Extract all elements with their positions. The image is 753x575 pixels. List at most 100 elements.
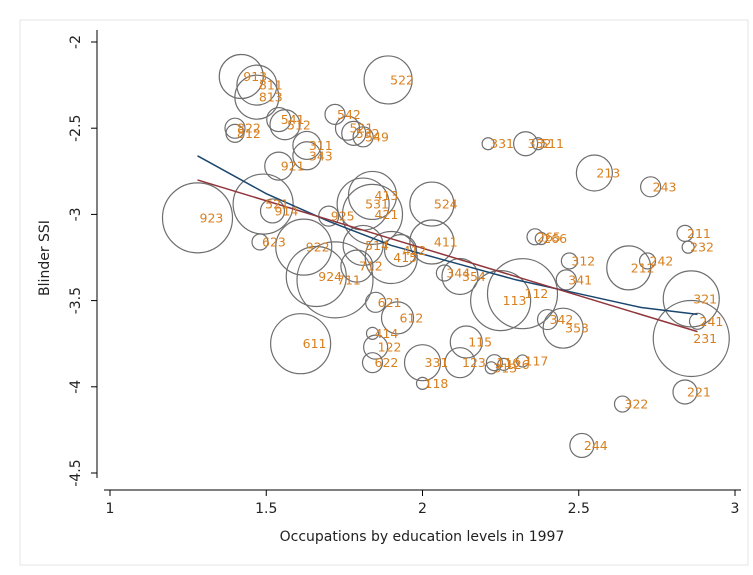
point-label: 522	[390, 72, 414, 87]
point-label: 521	[265, 197, 289, 212]
bubble	[275, 218, 333, 276]
bubble	[341, 120, 367, 146]
point-label: 622	[375, 355, 399, 370]
bubble	[365, 326, 380, 340]
bubble	[688, 312, 707, 330]
x-tick-label: 1.5	[255, 501, 277, 517]
bubble	[449, 325, 483, 359]
fit-line	[197, 179, 698, 333]
point-label: 712	[359, 259, 383, 274]
bubble	[485, 354, 503, 372]
point-label: 621	[378, 295, 402, 310]
point-label: 331	[425, 355, 449, 370]
bubble	[526, 228, 544, 246]
point-label: 313	[493, 360, 517, 375]
bubble	[361, 352, 384, 374]
point-label: 914	[275, 203, 299, 218]
bubble	[638, 252, 657, 270]
bubble	[270, 313, 332, 375]
bubble	[409, 219, 455, 265]
point-label: 352	[528, 136, 552, 151]
x-tick-label: 1	[106, 501, 115, 517]
point-label: 413	[375, 188, 399, 203]
point-label: 612	[400, 310, 424, 325]
point-label: 611	[303, 336, 327, 351]
point-label: 242	[650, 253, 674, 268]
point-label: 117	[525, 353, 549, 368]
bubble	[484, 361, 498, 375]
bubble	[672, 379, 698, 405]
bubble	[569, 432, 595, 459]
point-label: 231	[693, 331, 717, 346]
bubble	[486, 258, 559, 330]
bubble	[264, 151, 294, 181]
point-label: 265	[537, 229, 561, 244]
x-tick-label: 2.5	[568, 501, 590, 517]
point-label: 925	[331, 209, 355, 224]
point-label: 524	[434, 197, 458, 212]
point-label: 514	[365, 238, 389, 253]
point-label: 811	[259, 78, 283, 93]
bubble	[365, 291, 387, 313]
bubble	[380, 301, 415, 335]
y-tick-label: -2.5	[68, 115, 84, 142]
bubble	[513, 131, 539, 157]
point-label: 122	[378, 340, 402, 355]
bubble	[269, 109, 301, 141]
bubble	[575, 154, 613, 192]
bubble	[470, 270, 532, 332]
fit-line	[197, 155, 698, 316]
point-label: 126	[506, 357, 530, 372]
point-label: 322	[625, 397, 649, 412]
bubble	[224, 117, 246, 139]
point-label: 542	[337, 107, 361, 122]
point-label: 412	[403, 243, 427, 258]
point-label: 266	[543, 231, 567, 246]
bubble	[363, 55, 413, 105]
bubble	[324, 103, 346, 126]
point-label: 623	[262, 234, 286, 249]
point-label: 232	[690, 240, 714, 255]
point-label: 813	[259, 90, 283, 105]
point-label: 711	[337, 272, 361, 287]
point-label: 511	[540, 136, 564, 151]
bubble	[352, 126, 374, 148]
point-label: 241	[700, 314, 724, 329]
bubble	[225, 123, 245, 143]
point-label: 211	[687, 226, 711, 241]
bubble	[515, 354, 530, 368]
bubble	[266, 106, 292, 133]
plot-frame	[19, 19, 749, 566]
bubble	[497, 357, 511, 371]
point-label: 541	[281, 112, 305, 127]
bubble	[640, 176, 662, 198]
bubble	[481, 137, 495, 151]
point-label: 922	[306, 240, 330, 255]
point-label: 921	[281, 159, 305, 174]
bubble	[236, 64, 278, 106]
point-label: 118	[425, 376, 449, 391]
bubble	[334, 115, 361, 141]
point-label: 521	[350, 121, 374, 136]
point-label: 421	[375, 207, 399, 222]
bubble	[652, 299, 730, 378]
bubble	[341, 183, 404, 245]
bubble	[613, 395, 632, 413]
point-label: 353	[565, 321, 589, 336]
y-tick-label: -2	[68, 35, 84, 49]
bubble	[531, 137, 545, 151]
y-tick-label: -3.5	[68, 287, 84, 314]
bubble	[292, 141, 322, 171]
point-label: 913	[243, 69, 267, 84]
point-label: 123	[462, 355, 486, 370]
point-label: 113	[503, 293, 527, 308]
bubble	[292, 130, 322, 161]
point-label: 311	[309, 138, 333, 153]
point-label: 549	[365, 129, 389, 144]
bubble	[403, 344, 442, 382]
x-tick-label: 3	[731, 501, 740, 517]
y-tick-label: -3	[68, 207, 84, 221]
bubble	[409, 181, 455, 227]
point-label: 415	[393, 250, 417, 265]
